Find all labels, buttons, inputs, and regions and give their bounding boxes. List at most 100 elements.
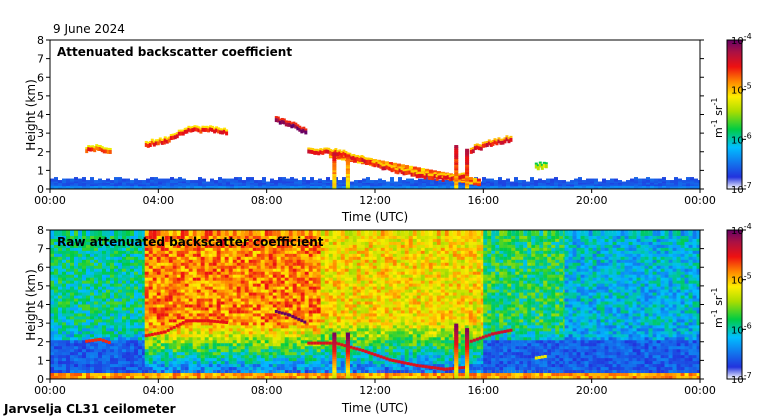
backscatter-cell (388, 162, 393, 166)
backscatter-cell (142, 180, 146, 184)
y-tick-label: 3 (37, 127, 44, 140)
cloud-cell (475, 145, 479, 150)
cloud-edge-cell (108, 147, 112, 150)
backscatter-cell (562, 180, 566, 184)
precip-column-cell (454, 156, 459, 160)
precip-column-cell (345, 180, 350, 184)
backscatter-cell (54, 177, 58, 181)
cloud-cell (154, 141, 158, 146)
raw-backscatter-cell (316, 230, 321, 236)
cloud-cell (435, 177, 439, 181)
cloud-edge-cell (394, 167, 398, 170)
cloud-edge-cell (509, 135, 513, 138)
raw-backscatter-cell (280, 230, 285, 236)
cloud-cell (483, 143, 487, 148)
cloud-edge-cell (423, 173, 427, 176)
precip-column-cell (332, 182, 337, 186)
backscatter-cell (58, 180, 62, 184)
cloud-edge-cell (171, 133, 175, 136)
cloud-edge-cell (89, 145, 93, 148)
backscatter-cell (498, 177, 502, 181)
backscatter-cell (424, 168, 429, 172)
cloud-cell (167, 138, 171, 143)
backscatter-cell (242, 180, 246, 184)
precip-column-cell (345, 161, 350, 165)
cloud-edge-cell (294, 122, 298, 125)
cloud-edge-cell (358, 155, 362, 158)
bottom-heatmap (50, 230, 700, 379)
backscatter-cell (386, 181, 390, 185)
raw-backscatter-cell (312, 230, 317, 236)
cloud-edge-cell (292, 121, 296, 124)
raw-backscatter-cell (308, 230, 313, 236)
raw-backscatter-cell (224, 230, 229, 236)
raw-backscatter-cell (228, 230, 233, 236)
backscatter-cell (662, 177, 666, 181)
cloud-cell (340, 152, 344, 157)
precip-column-cell (345, 171, 350, 175)
cloud-cell (390, 168, 394, 173)
cloud-cell (450, 176, 454, 181)
cloud-edge-cell (156, 139, 160, 142)
cloud-cell (421, 173, 425, 178)
backscatter-cell (626, 180, 630, 184)
cloud-edge-cell (304, 128, 308, 131)
raw-backscatter-cell (50, 230, 54, 236)
cloud-cell (158, 139, 162, 144)
cloud-edge-cell (213, 127, 217, 130)
cloud-edge-cell (435, 175, 439, 177)
raw-backscatter-cell (98, 230, 102, 236)
backscatter-cell (78, 178, 82, 182)
cloud-cell (412, 172, 416, 177)
precip-column-cell (345, 159, 350, 163)
cloud-cell (199, 129, 203, 134)
raw-backscatter-cell (152, 230, 157, 236)
y-tick-label: 0 (37, 183, 44, 196)
backscatter-cell (222, 178, 226, 182)
raw-backscatter-cell (220, 230, 225, 236)
backscatter-cell (574, 178, 578, 182)
backscatter-cell (358, 180, 362, 184)
cloud-cell (400, 170, 404, 175)
cloud-edge-cell (417, 171, 421, 174)
raw-backscatter-cell (122, 230, 126, 236)
cloud-edge-cell (540, 163, 544, 166)
cloud-cell (388, 166, 392, 171)
cloud-edge-cell (201, 125, 205, 128)
backscatter-cell (690, 177, 694, 181)
y-tick-label: 7 (37, 53, 44, 66)
backscatter-cell (326, 177, 330, 181)
cloud-edge-cell (371, 160, 375, 163)
raw-backscatter-cell (134, 230, 138, 236)
backscatter-cell (342, 177, 346, 181)
cloud-edge-cell (296, 124, 300, 127)
cloud-cell (350, 156, 354, 161)
backscatter-cell (98, 178, 102, 182)
cloud-edge-cell (313, 148, 317, 151)
cloud-edge-cell (375, 159, 379, 162)
backscatter-cell (670, 180, 674, 184)
backscatter-cell (634, 177, 638, 181)
cloud-edge-cell (189, 126, 193, 129)
cloud-cell (156, 141, 160, 146)
raw-backscatter-cell (164, 230, 169, 236)
precip-column-cell (454, 154, 459, 158)
raw-backscatter-cell (94, 230, 98, 236)
backscatter-cell (376, 159, 381, 163)
cloud-cell (448, 177, 452, 182)
top-y-axis-label: Height (km) (24, 79, 38, 150)
cloud-edge-cell (483, 141, 487, 144)
backscatter-cell (598, 181, 602, 185)
cloud-edge-cell (181, 129, 185, 132)
cloud-edge-cell (346, 152, 350, 155)
cloud-edge-cell (348, 152, 352, 155)
backscatter-cell (538, 178, 542, 182)
cloud-cell (437, 175, 441, 180)
precip-column-cell (332, 180, 337, 184)
backscatter-cell (86, 180, 90, 184)
backscatter-cell (638, 178, 642, 182)
cloud-cell (423, 175, 427, 180)
raw-backscatter-cell (300, 230, 305, 236)
backscatter-cell (82, 177, 86, 181)
